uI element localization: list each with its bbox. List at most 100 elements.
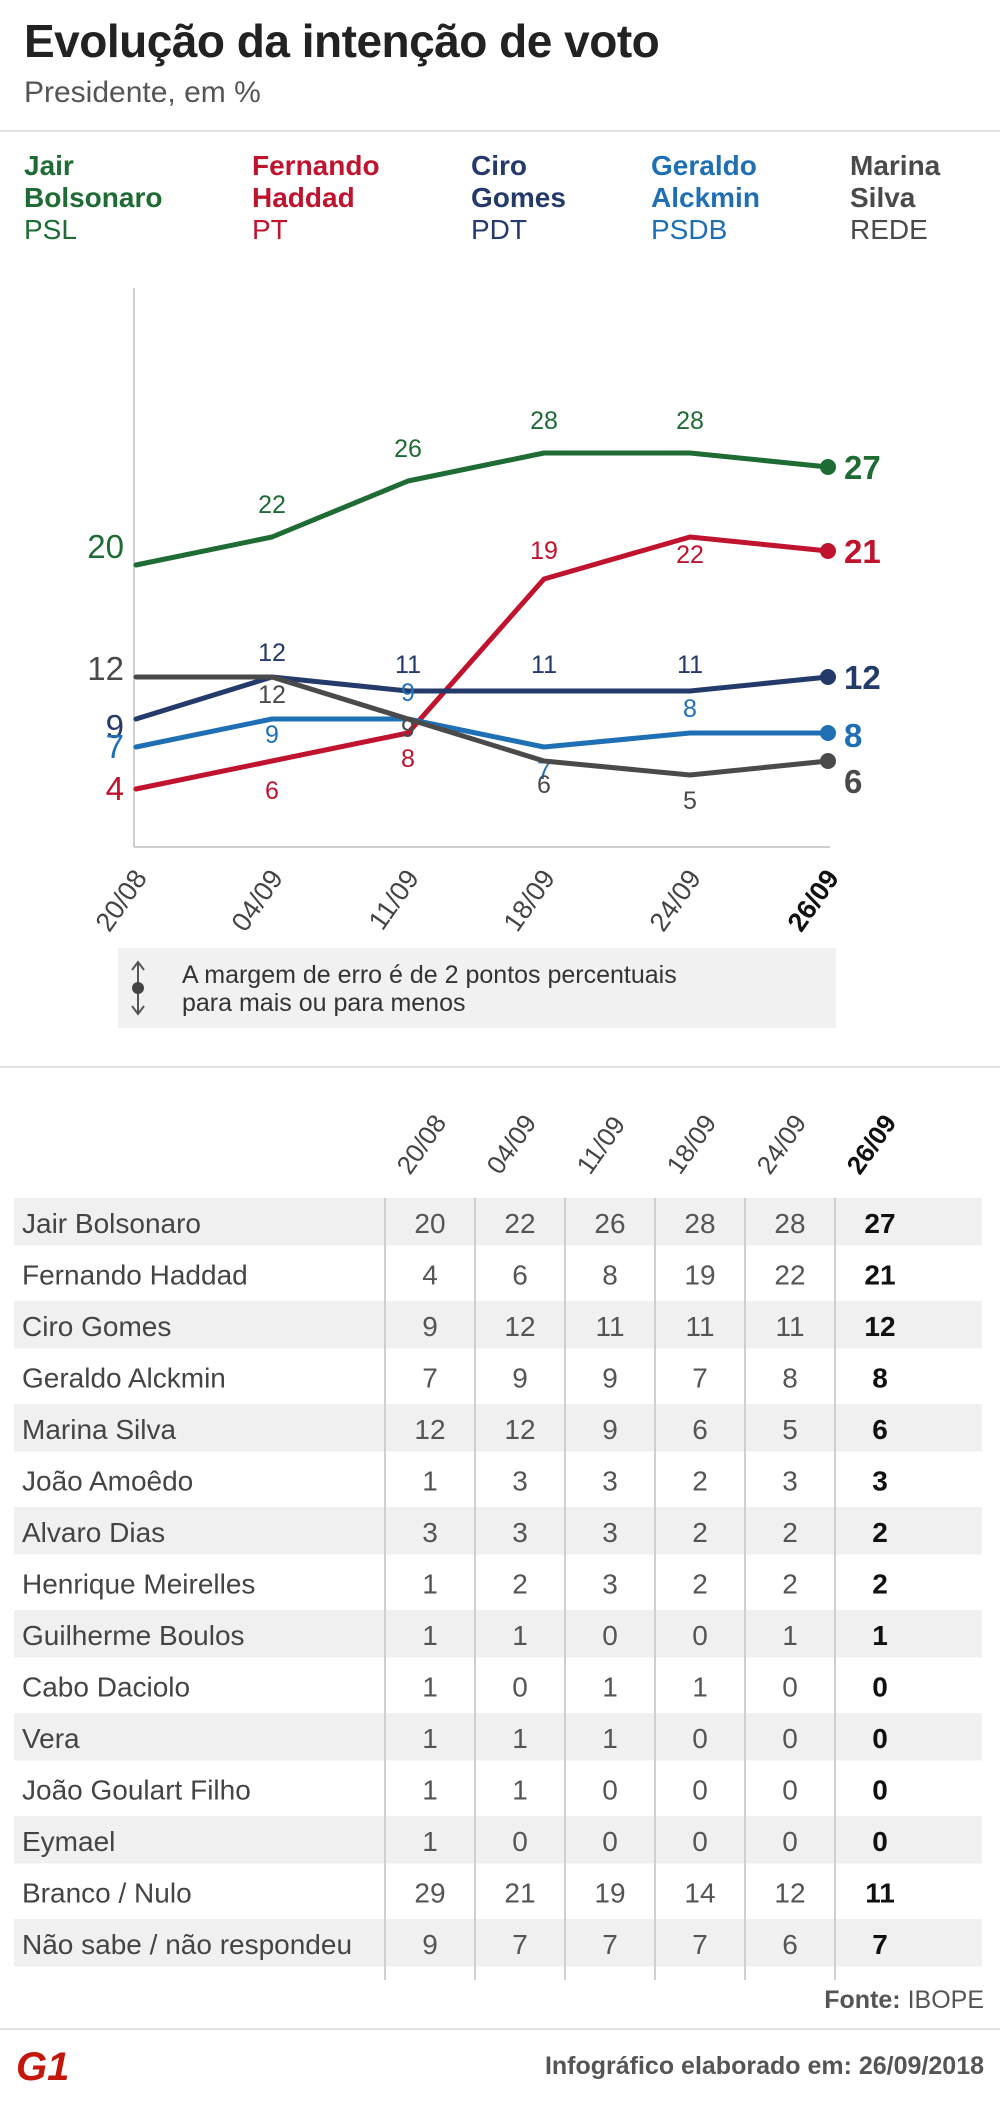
date-label: Infográfico elaborado em: xyxy=(544,2052,852,2080)
table-row-name: Ciro Gomes xyxy=(22,1311,171,1342)
table-row-name: Cabo Daciolo xyxy=(22,1672,190,1703)
table-cell: 1 xyxy=(512,1723,528,1754)
table-cell: 1 xyxy=(422,1620,438,1651)
infographic-date: Infográfico elaborado em: 26/09/2018 xyxy=(545,2052,984,2081)
source-label: Fonte: xyxy=(824,1986,901,2014)
data-table: 20/08 04/09 11/09 18/09 24/09 26/09 Jair Bolso… xyxy=(14,1109,982,1980)
table-row-name: Alvaro Dias xyxy=(22,1517,165,1548)
table-cell: 0 xyxy=(602,1826,618,1857)
table-cell: 11 xyxy=(775,1311,804,1342)
line-chart: 20/08 04/09 11/09 18/09 24/09 26/09 20 22 26 28 28… xyxy=(87,288,881,937)
x-tick-label: 26/09 xyxy=(782,864,845,937)
table-cell: 0 xyxy=(602,1775,618,1806)
table-row-name: Vera xyxy=(22,1723,80,1754)
table-cell: 1 xyxy=(422,1569,438,1600)
table-cell: 19 xyxy=(594,1878,625,1909)
table-cell: 7 xyxy=(512,1929,528,1960)
x-tick-label: 18/09 xyxy=(498,864,561,937)
table-cell: 1 xyxy=(782,1620,798,1651)
table-cell: 2 xyxy=(692,1466,708,1497)
table-cell: 2 xyxy=(782,1517,798,1548)
table-cell: 0 xyxy=(782,1775,798,1806)
table-row-name: Guilherme Boulos xyxy=(22,1620,245,1651)
data-label: 28 xyxy=(530,407,558,435)
data-label: 5 xyxy=(683,787,697,815)
data-label: 11 xyxy=(531,651,557,679)
data-label: 9 xyxy=(106,708,124,745)
series-end-point xyxy=(820,543,836,559)
table-cell: 0 xyxy=(872,1672,888,1703)
x-tick-label: 24/09 xyxy=(644,864,707,937)
legend-party: REDE xyxy=(850,214,928,245)
table-cell: 0 xyxy=(692,1826,708,1857)
data-label: 12 xyxy=(258,681,286,709)
table-header-date: 26/09 xyxy=(840,1109,902,1180)
table-row-name: Eymael xyxy=(22,1826,115,1857)
g1-logo: G1 xyxy=(16,2045,69,2086)
table-cell: 3 xyxy=(602,1517,618,1548)
table-cell: 19 xyxy=(684,1260,715,1291)
table-cell: 21 xyxy=(864,1260,895,1291)
table-row-name: Fernando Haddad xyxy=(22,1260,248,1291)
table-row-band xyxy=(14,1713,982,1761)
x-tick-label: 11/09 xyxy=(363,864,425,935)
table-cell: 9 xyxy=(422,1311,438,1342)
table-cell: 1 xyxy=(602,1723,618,1754)
table-cell: 12 xyxy=(864,1311,895,1342)
legend-name: Gomes xyxy=(471,182,566,213)
series-end-point xyxy=(820,459,836,475)
table-cell: 20 xyxy=(414,1208,445,1239)
table-cell: 8 xyxy=(602,1260,618,1291)
table-cell: 12 xyxy=(774,1878,805,1909)
table-row-band xyxy=(14,1198,982,1246)
table-cell: 6 xyxy=(692,1414,708,1445)
table-cell: 8 xyxy=(782,1363,798,1394)
table-cell: 7 xyxy=(692,1363,708,1394)
table-cell: 3 xyxy=(422,1517,438,1548)
legend-name: Bolsonaro xyxy=(24,182,163,213)
table-cell: 0 xyxy=(872,1775,888,1806)
legend-item-marina: Marina Silva REDE xyxy=(850,150,940,246)
series-end-point xyxy=(820,725,836,741)
series-end-point xyxy=(820,753,836,769)
table-cell: 7 xyxy=(602,1929,618,1960)
legend-name: Ciro xyxy=(471,150,527,181)
series-line xyxy=(133,450,831,568)
table-cell: 12 xyxy=(504,1414,535,1445)
table-cell: 0 xyxy=(782,1723,798,1754)
legend-party: PSL xyxy=(24,214,77,245)
data-label: 6 xyxy=(844,763,862,800)
data-label: 7 xyxy=(106,728,124,765)
legend-name: Haddad xyxy=(252,182,355,213)
x-tick-label: 04/09 xyxy=(226,864,289,937)
data-label: 20 xyxy=(87,528,124,565)
table-cell: 0 xyxy=(512,1826,528,1857)
series-line xyxy=(133,674,831,778)
table-row-name: Marina Silva xyxy=(22,1414,176,1445)
table-cell: 28 xyxy=(774,1208,805,1239)
data-label: 9 xyxy=(401,715,415,743)
legend-name: Fernando xyxy=(252,150,380,181)
table-cell: 9 xyxy=(422,1929,438,1960)
table-row-name: João Goulart Filho xyxy=(22,1775,251,1806)
table-row-band xyxy=(14,1301,982,1349)
table-cell: 1 xyxy=(512,1775,528,1806)
table-row-band xyxy=(14,1816,982,1864)
table-cell: 6 xyxy=(872,1414,888,1445)
table-cell: 7 xyxy=(422,1363,438,1394)
table-cell: 2 xyxy=(512,1569,528,1600)
table-cell: 9 xyxy=(512,1363,528,1394)
table-cell: 3 xyxy=(782,1466,798,1497)
table-cell: 4 xyxy=(422,1260,438,1291)
table-cell: 26 xyxy=(594,1208,625,1239)
table-cell: 29 xyxy=(414,1878,445,1909)
data-label: 8 xyxy=(401,745,415,773)
table-row-band xyxy=(14,1507,982,1555)
data-label: 22 xyxy=(676,541,704,569)
table-row-band xyxy=(14,1610,982,1658)
table-cell: 0 xyxy=(512,1672,528,1703)
x-tick-label: 20/08 xyxy=(90,864,153,937)
table-cell: 0 xyxy=(872,1723,888,1754)
table-cell: 0 xyxy=(872,1826,888,1857)
table-cell: 6 xyxy=(512,1260,528,1291)
